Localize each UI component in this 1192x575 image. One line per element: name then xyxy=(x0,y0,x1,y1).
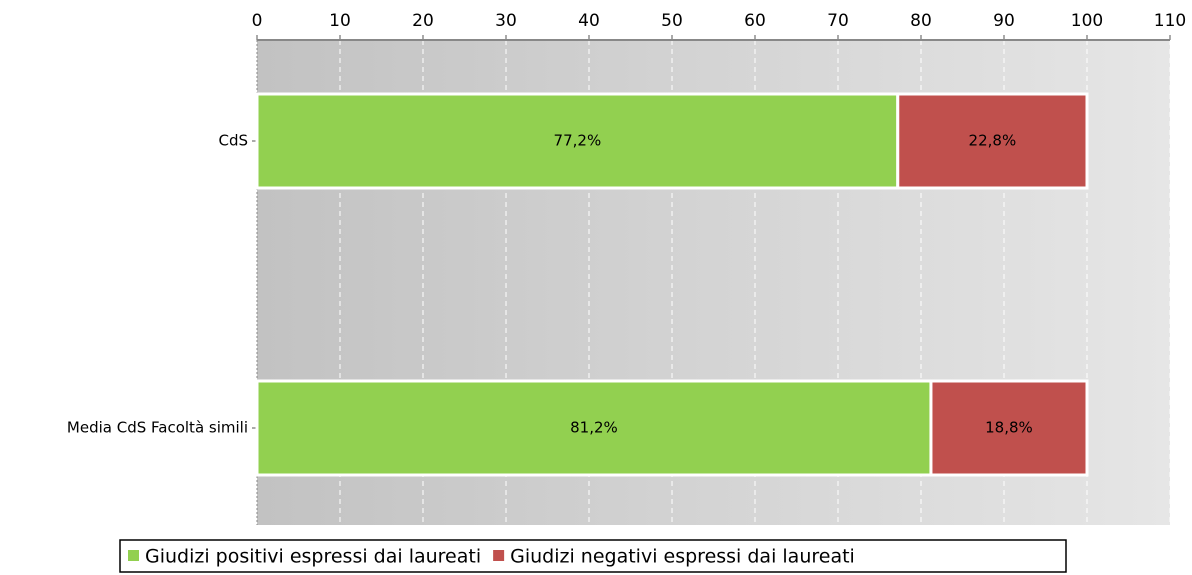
x-tick-label: 10 xyxy=(329,11,351,31)
bar xyxy=(896,92,1089,190)
x-tick-label: 0 xyxy=(252,11,263,31)
bar xyxy=(929,379,1089,477)
bar xyxy=(255,92,900,190)
x-tick-label: 40 xyxy=(578,11,600,31)
x-tick-label: 80 xyxy=(910,11,932,31)
legend-label: Giudizi positivi espressi dai laureati xyxy=(145,546,481,568)
value-label: 81,2% xyxy=(570,419,618,437)
x-tick-label: 30 xyxy=(495,11,517,31)
legend-box xyxy=(119,539,1067,573)
value-label: 77,2% xyxy=(554,132,602,150)
x-tick-label: 100 xyxy=(1071,11,1103,31)
value-label: 22,8% xyxy=(969,132,1017,150)
y-tick-label: CdS xyxy=(218,132,248,150)
x-tick-label: 50 xyxy=(661,11,683,31)
x-tick-label: 20 xyxy=(412,11,434,31)
value-label: 18,8% xyxy=(985,419,1033,437)
x-tick-label: 60 xyxy=(744,11,766,31)
legend-label: Giudizi negativi espressi dai laureati xyxy=(510,546,855,568)
y-tick-label: Media CdS Facoltà simili xyxy=(67,419,248,437)
bar xyxy=(255,379,933,477)
x-tick-label: 110 xyxy=(1154,11,1186,31)
legend-swatch xyxy=(128,550,139,561)
x-tick-label: 90 xyxy=(993,11,1015,31)
x-tick-label: 70 xyxy=(827,11,849,31)
legend-swatch xyxy=(493,550,505,561)
